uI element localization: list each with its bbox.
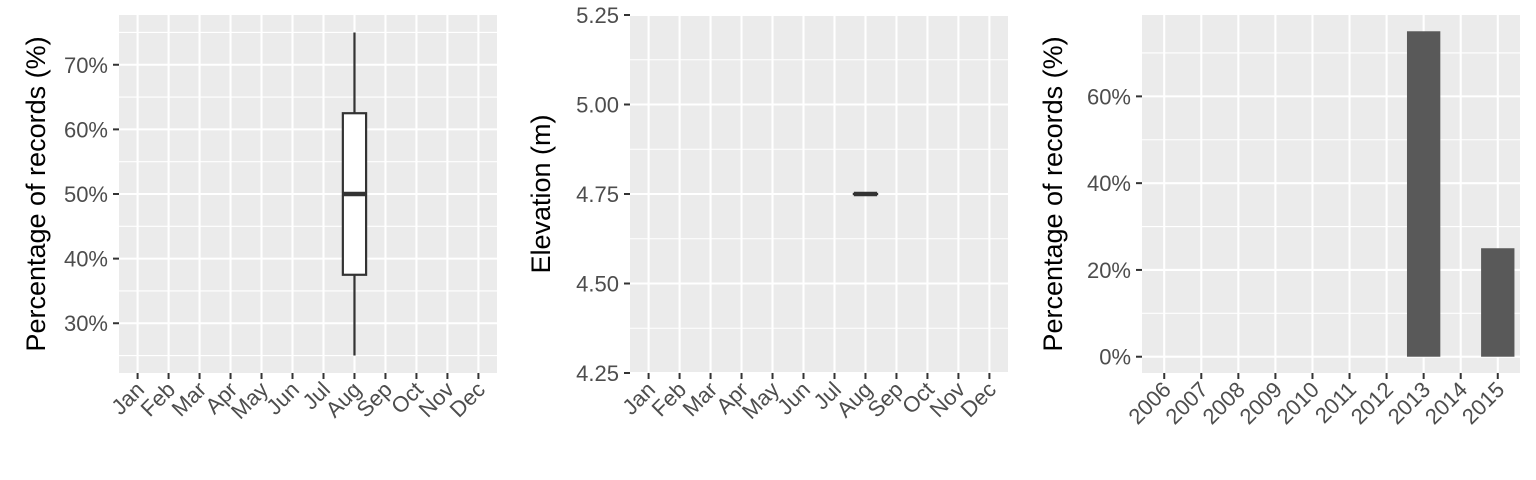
panel-box-elevation: 4.25 4.50 4.75 5.00 5.25 JanFebMarAprMayJunJ… [526, 3, 1008, 424]
y-axis-title: Percentage of records (%) [1038, 36, 1068, 351]
bar-marks [1406, 31, 1515, 357]
x-tick-label: Dec [956, 377, 1001, 422]
y-tick-label: 40% [1087, 171, 1131, 196]
y-tick-label: 4.75 [576, 182, 619, 207]
y-axis-title: Percentage of records (%) [21, 36, 51, 351]
box-marks [341, 32, 368, 356]
panel-bar-years: 0% 20% 40% 60% 2006200720082009201020112012… [1038, 15, 1520, 429]
y-tick-label: 60% [1087, 84, 1131, 109]
major-grid [630, 13, 1008, 375]
y-axis: 30% 40% 50% 60% 70% [64, 53, 119, 336]
y-tick-label: 50% [64, 182, 108, 207]
minor-grid [630, 59, 1008, 329]
y-tick-label: 0% [1099, 345, 1131, 370]
y-tick-label: 60% [64, 117, 108, 142]
y-tick-label: 4.25 [576, 361, 619, 386]
box-aug [341, 32, 368, 356]
y-axis: 0% 20% 40% 60% [1087, 84, 1142, 370]
y-tick-label: 40% [64, 247, 108, 272]
minor-grid [119, 31, 497, 357]
y-tick-label: 70% [64, 53, 108, 78]
y-axis-title: Elevation (m) [526, 114, 556, 273]
y-tick-label: 5.25 [576, 3, 619, 28]
x-tick-label: 2015 [1457, 377, 1509, 429]
minor-grid [1142, 52, 1520, 314]
bar-2015 [1481, 248, 1515, 357]
panel-box-percentage: 30% 40% 50% 60% 70% JanFebMarAprMayJunJulAug… [21, 15, 497, 424]
plot-background [1142, 15, 1520, 373]
y-tick-label: 4.50 [576, 272, 619, 297]
x-tick-label: Dec [445, 377, 490, 422]
y-tick-label: 20% [1087, 258, 1131, 283]
y-tick-label: 30% [64, 311, 108, 336]
y-axis: 4.25 4.50 4.75 5.00 5.25 [576, 3, 630, 386]
y-tick-label: 5.00 [576, 93, 619, 118]
bar-2013 [1406, 31, 1441, 357]
